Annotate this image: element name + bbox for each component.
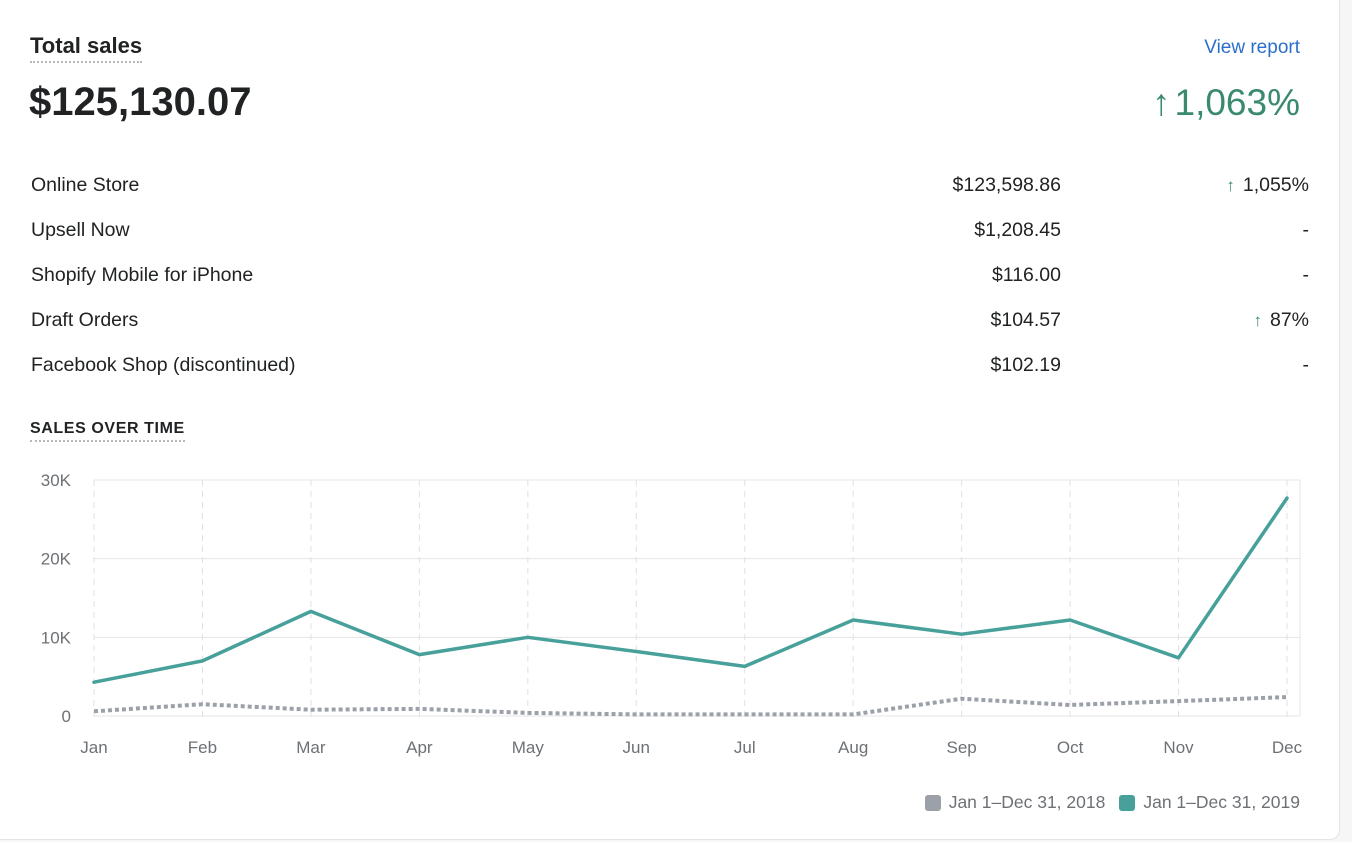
legend-swatch — [924, 794, 941, 811]
channel-change: - — [1302, 264, 1310, 286]
x-tick-label: Apr — [406, 738, 433, 757]
x-tick-label: Jan — [80, 738, 107, 757]
view-report-link[interactable]: View report — [1204, 37, 1300, 58]
channel-change: - — [1302, 354, 1310, 376]
channel-amount: $102.19 — [990, 354, 1062, 376]
series-line-2019 — [92, 496, 1289, 684]
channel-name: Shopify Mobile for iPhone — [31, 264, 254, 286]
list-item: Shopify Mobile for iPhone $116.00 - — [31, 253, 1311, 298]
total-change: ↑ 1,063% — [1152, 80, 1300, 126]
channel-name: Facebook Shop (discontinued) — [31, 354, 296, 376]
series-line-2018 — [93, 695, 1288, 717]
x-tick-label: May — [512, 738, 545, 757]
y-tick-label: 20K — [41, 550, 72, 569]
sales-breakdown-list: Online Store $123,598.86 ↑ 1,055% Upsell … — [31, 163, 1311, 388]
channel-change: ↑ 87% — [1253, 309, 1309, 331]
channel-name: Online Store — [31, 174, 140, 196]
list-item: Draft Orders $104.57 ↑ 87% — [31, 298, 1311, 343]
legend-swatch — [1119, 794, 1136, 811]
total-sales-value: $125,130.07 — [29, 80, 252, 124]
chart-legend: Jan 1–Dec 31, 2018 Jan 1–Dec 31, 2019 — [911, 792, 1300, 813]
arrow-up-icon: ↑ — [1226, 176, 1235, 195]
x-tick-label: Sep — [947, 738, 977, 757]
x-tick-label: Mar — [296, 738, 326, 757]
list-item: Upsell Now $1,208.45 - — [31, 208, 1311, 253]
channel-amount: $1,208.45 — [974, 219, 1061, 241]
legend-label: Jan 1–Dec 31, 2019 — [1143, 792, 1300, 812]
channel-name: Draft Orders — [31, 309, 139, 331]
y-tick-label: 0 — [62, 707, 71, 726]
channel-amount: $104.57 — [990, 309, 1062, 331]
channel-change: - — [1302, 219, 1310, 241]
arrow-up-icon: ↑ — [1253, 311, 1262, 330]
x-tick-label: Dec — [1272, 738, 1303, 757]
x-tick-label: Jul — [734, 738, 756, 757]
x-tick-label: Jun — [623, 738, 650, 757]
legend-item-previous[interactable]: Jan 1–Dec 31, 2018 — [924, 792, 1106, 813]
channel-amount: $116.00 — [991, 264, 1061, 286]
x-tick-label: Aug — [838, 738, 868, 757]
channel-amount: $123,598.86 — [952, 174, 1061, 196]
channel-change: ↑ 1,055% — [1226, 174, 1309, 196]
arrow-up-icon: ↑ — [1152, 82, 1171, 123]
sales-over-time-chart[interactable]: 0 10K 20K 30K Jan Feb Mar Apr May Jun Jul Aug Sep Oct… — [0, 460, 1340, 770]
legend-item-current[interactable]: Jan 1–Dec 31, 2019 — [1119, 792, 1300, 813]
list-item: Online Store $123,598.86 ↑ 1,055% — [31, 163, 1311, 208]
list-item: Facebook Shop (discontinued) $102.19 - — [31, 343, 1311, 388]
y-tick-label: 10K — [41, 628, 72, 647]
channel-name: Upsell Now — [31, 219, 130, 241]
section-label[interactable]: SALES OVER TIME — [30, 419, 185, 442]
total-change-value: 1,063% — [1174, 82, 1301, 123]
y-tick-label: 30K — [41, 471, 72, 490]
legend-label: Jan 1–Dec 31, 2018 — [948, 792, 1106, 812]
x-tick-label: Oct — [1057, 738, 1084, 757]
x-tick-label: Feb — [188, 738, 217, 757]
x-tick-label: Nov — [1163, 738, 1194, 757]
card-title[interactable]: Total sales — [30, 33, 143, 63]
